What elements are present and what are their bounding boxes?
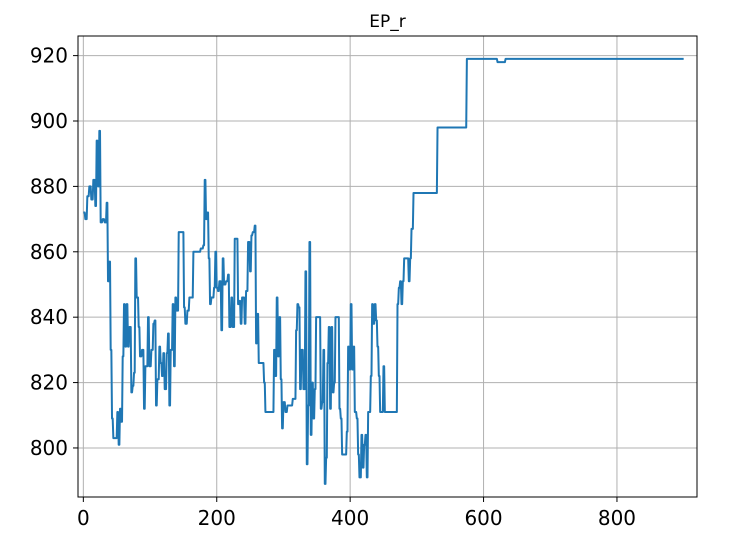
- series-layer: [83, 57, 684, 485]
- y-tick-label-0: 800: [30, 436, 68, 460]
- x-tick-label-1: 200: [198, 506, 236, 530]
- grid: [78, 36, 697, 497]
- x-axis: 0 200 400 600 800: [77, 497, 636, 530]
- y-axis: 800 820 840 860 880 900 920: [30, 44, 78, 460]
- x-tick-label-2: 400: [331, 506, 369, 530]
- y-tick-label-5: 900: [30, 109, 68, 133]
- y-tick-label-6: 920: [30, 44, 68, 68]
- x-tick-label-0: 0: [77, 506, 90, 530]
- y-tick-label-2: 840: [30, 305, 68, 329]
- x-tick-label-4: 800: [598, 506, 636, 530]
- chart-title: EP_r: [369, 12, 405, 32]
- y-tick-label-3: 860: [30, 240, 68, 264]
- y-tick-label-1: 820: [30, 371, 68, 395]
- x-tick-label-3: 600: [464, 506, 502, 530]
- plot-frame: [77, 35, 698, 498]
- series-line-0: [83, 57, 684, 485]
- y-tick-label-4: 880: [30, 174, 68, 198]
